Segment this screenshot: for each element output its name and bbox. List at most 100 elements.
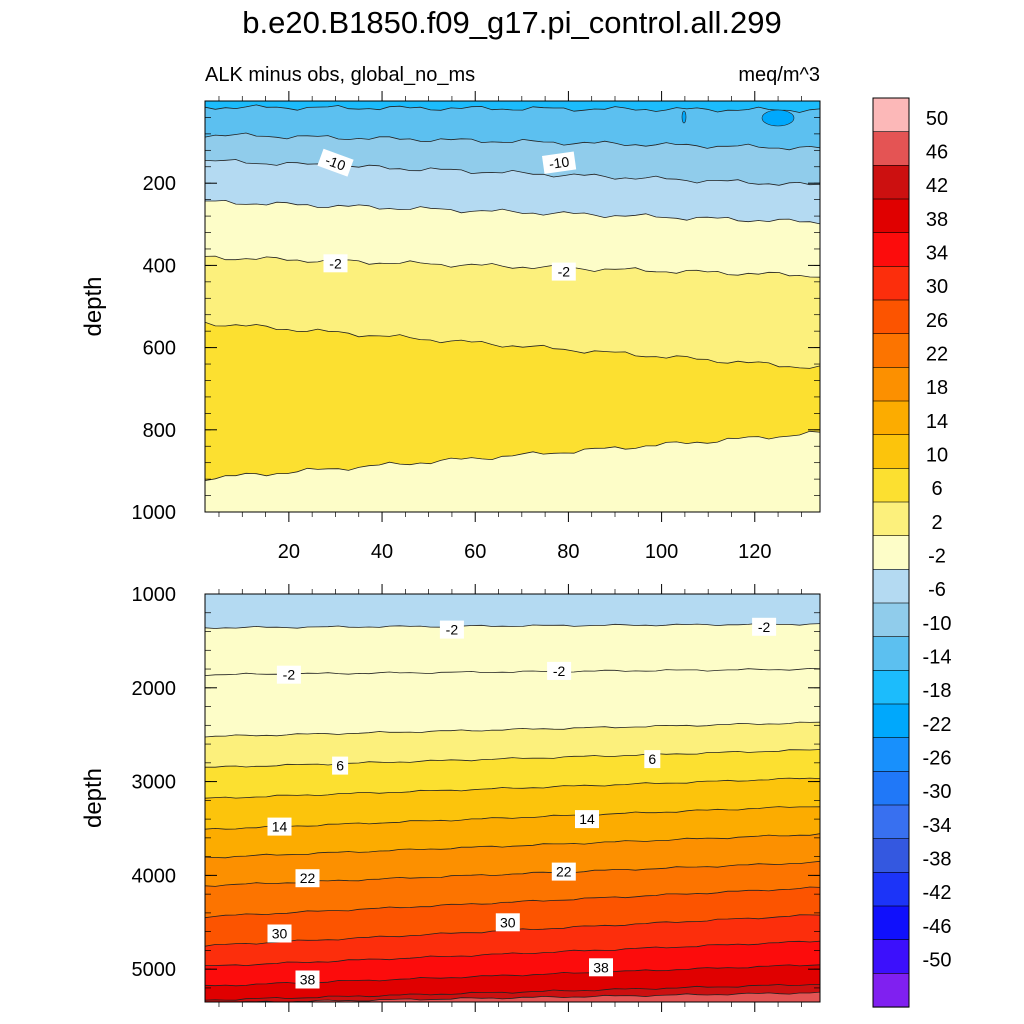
contour-label-text: 22 [556, 864, 572, 880]
contour-line--2 [205, 199, 820, 225]
contour-label: -2 [547, 661, 572, 680]
contour-line-2 [205, 430, 820, 481]
contour-line-18 [205, 833, 820, 859]
contour-label-text: 38 [300, 972, 316, 988]
contour-line-10 [205, 777, 820, 799]
contour-patch [761, 109, 795, 127]
y-tick-label: 4000 [132, 865, 177, 887]
contour-line-2 [205, 255, 820, 278]
colorbar-swatch [872, 97, 910, 133]
x-tick-label: 100 [645, 541, 678, 563]
contour-label-text: -2 [283, 667, 296, 683]
contour-line-42 [205, 984, 820, 1001]
colorbar-swatch [872, 804, 910, 840]
colorbar-label: 38 [926, 209, 948, 231]
contour-band-2 [205, 431, 820, 512]
y-axis-label: depth [80, 276, 107, 336]
colorbar-label: -42 [923, 882, 952, 904]
contour-label-text: -2 [329, 255, 342, 271]
contour-line--2 [205, 667, 820, 676]
colorbar-label: 22 [926, 344, 948, 366]
contour-line-34 [205, 940, 820, 967]
colorbar-swatch [872, 299, 910, 335]
x-tick-label: 120 [738, 541, 771, 563]
colorbar-label: 18 [926, 377, 948, 399]
colorbar-label: -26 [923, 748, 952, 770]
colorbar-swatch [872, 400, 910, 436]
contour-label: 38 [589, 958, 613, 977]
plot-frame [204, 100, 821, 513]
lower-panel: -2 -2 -2 -2 6 6 14 14 22 22 30 30 38 38 1000 2000 3000 40… [80, 584, 821, 1012]
y-tick-label: 5000 [132, 959, 177, 981]
y-tick-label: 800 [143, 420, 176, 442]
colorbar-swatch [872, 670, 910, 705]
colorbar-swatch [872, 165, 910, 200]
colorbar-swatch [872, 939, 910, 974]
colorbar-label: 26 [926, 310, 948, 332]
colorbar-swatch [872, 131, 910, 166]
contour-label: -10 [542, 151, 577, 174]
contour-label-text: 6 [336, 758, 344, 774]
colorbar-swatch [872, 468, 910, 503]
units-label: meq/m^3 [738, 64, 820, 86]
contour-line--10 [205, 132, 820, 151]
contour-label: -10 [317, 148, 354, 177]
contour-label-text: 14 [272, 819, 288, 835]
contour-line-14 [205, 806, 820, 830]
colorbar-swatch [872, 333, 910, 368]
contour-label: -2 [276, 665, 301, 684]
contour-label-text: 30 [500, 914, 516, 930]
contour-label: 30 [495, 913, 520, 932]
colorbar-label: -46 [923, 916, 952, 938]
x-tick-label: 80 [557, 541, 579, 563]
contour-line--2 [205, 622, 820, 629]
colorbar: 50 46 42 38 34 30 26 22 18 14 10 6 2 -2 -6 -10 -14 -18 -22… [872, 97, 952, 1008]
contour-label-text: -2 [553, 663, 566, 679]
variable-label: ALK minus obs, global_no_ms [205, 64, 475, 86]
colorbar-label: 14 [926, 411, 948, 433]
colorbar-label: 10 [926, 445, 948, 467]
upper-panel: -10 -10 -2 -2 200 400 600 800 1000 depth 20 40 60 80 1… [80, 91, 821, 563]
colorbar-label: 34 [926, 243, 948, 265]
colorbar-swatch [872, 602, 910, 638]
colorbar-label: -2 [928, 546, 946, 568]
contour-label-text: 38 [593, 959, 609, 975]
colorbar-swatch [872, 905, 910, 941]
colorbar-swatch [872, 434, 910, 469]
colorbar-label: -50 [923, 950, 952, 972]
colorbar-label: -34 [923, 815, 952, 837]
colorbar-label: -18 [923, 680, 952, 702]
colorbar-label: 46 [926, 142, 948, 164]
contour-line-6 [205, 321, 820, 369]
contour-label-text: -2 [758, 619, 771, 635]
colorbar-label: -22 [923, 714, 952, 736]
colorbar-swatch [872, 266, 910, 301]
figure-title: b.e20.B1850.f09_g17.pi_control.all.299 [242, 5, 782, 40]
contour-label: 38 [295, 970, 320, 989]
colorbar-swatch [872, 232, 910, 267]
contour-line-6 [205, 749, 820, 768]
contour-line--6 [205, 159, 820, 186]
contour-line--14 [205, 104, 820, 113]
contour-label: 14 [575, 810, 599, 829]
y-tick-label: 1000 [132, 502, 177, 524]
contour-label: 6 [644, 750, 661, 769]
y-tick-label: 3000 [132, 772, 177, 794]
colorbar-swatch [872, 737, 910, 772]
contour-label: 14 [267, 817, 292, 836]
contour-label-text: -10 [323, 152, 348, 174]
contour-label: 6 [332, 756, 349, 775]
contour-patch [681, 110, 687, 124]
colorbar-label: 6 [931, 478, 942, 500]
colorbar-swatch [872, 703, 910, 739]
colorbar-label: 30 [926, 276, 948, 298]
contour-label-text: 14 [579, 811, 595, 827]
colorbar-swatch [872, 535, 910, 570]
contour-label-text: -2 [446, 622, 459, 638]
contour-label: 22 [551, 862, 576, 881]
contour-label: -2 [752, 617, 777, 636]
colorbar-label: -38 [923, 849, 952, 871]
colorbar-swatch [872, 973, 910, 1008]
colorbar-swatch [872, 872, 910, 907]
contour-line-26 [205, 886, 820, 919]
